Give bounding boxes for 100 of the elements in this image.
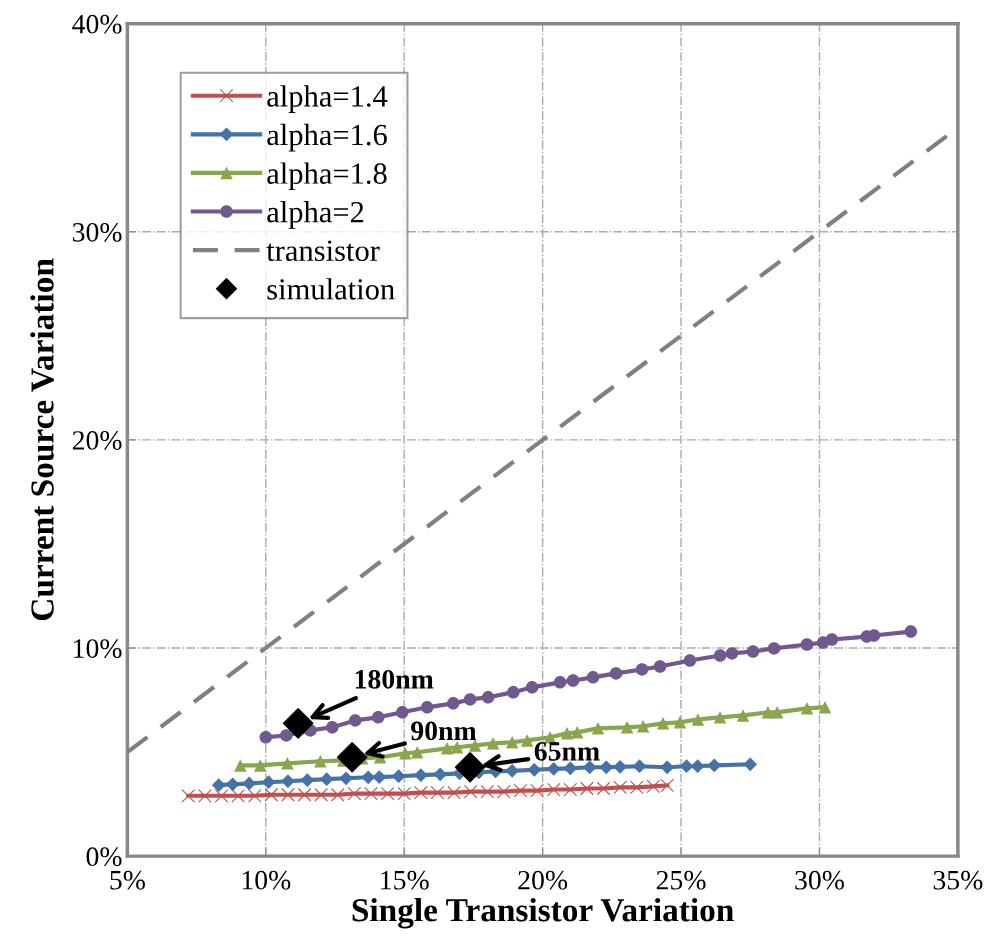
point — [620, 721, 634, 734]
point — [247, 788, 262, 803]
point — [743, 757, 758, 772]
point — [613, 780, 627, 795]
point — [582, 760, 597, 775]
point — [282, 708, 314, 739]
point — [336, 742, 368, 773]
point — [330, 787, 345, 802]
point — [396, 706, 409, 719]
point — [468, 739, 482, 752]
point — [481, 691, 495, 704]
point — [361, 770, 376, 785]
point — [725, 647, 739, 660]
point — [281, 774, 295, 789]
point — [527, 762, 542, 777]
point — [683, 654, 697, 667]
point — [433, 767, 448, 782]
point — [690, 759, 705, 774]
point — [450, 741, 464, 754]
point — [463, 693, 477, 706]
point — [242, 776, 257, 791]
point — [563, 782, 578, 797]
point — [181, 788, 196, 803]
point — [261, 775, 276, 790]
point — [553, 676, 567, 689]
point — [596, 781, 611, 796]
y-tick-label: 0% — [86, 847, 122, 867]
point — [497, 784, 511, 799]
point — [520, 734, 534, 747]
point — [486, 737, 500, 750]
y-tick-label: 20% — [72, 431, 122, 450]
legend-label: transistor — [266, 240, 380, 262]
point — [530, 783, 544, 798]
legend-label: alpha=1.6 — [267, 123, 387, 152]
point — [505, 736, 519, 749]
point — [446, 697, 460, 710]
point — [234, 759, 247, 772]
point — [420, 701, 434, 714]
point — [314, 754, 327, 768]
point — [339, 771, 353, 786]
point — [613, 759, 628, 774]
point — [609, 667, 623, 680]
point — [818, 701, 832, 714]
point — [653, 660, 667, 673]
point — [391, 769, 406, 784]
point — [635, 663, 649, 676]
annotation: 180nm — [355, 669, 434, 689]
point — [707, 758, 722, 773]
point — [413, 768, 428, 783]
point — [660, 760, 675, 775]
point — [563, 761, 578, 776]
point — [761, 706, 775, 719]
point — [591, 722, 605, 735]
point — [636, 720, 650, 733]
legend-label: alpha=1.8 — [267, 162, 387, 191]
legend-label: alpha=2 — [267, 200, 364, 229]
point — [430, 785, 445, 800]
annotation: 65nm — [534, 742, 600, 761]
annotation: 90nm — [411, 721, 477, 741]
legend-label: alpha=1.4 — [267, 85, 388, 113]
point — [397, 786, 412, 801]
point — [454, 752, 486, 783]
point — [300, 773, 315, 788]
point — [546, 782, 561, 797]
point — [231, 788, 245, 803]
point — [259, 731, 273, 744]
point — [679, 759, 694, 774]
point — [264, 787, 279, 802]
point — [198, 788, 212, 803]
y-tick-label: 10% — [74, 639, 122, 659]
point — [691, 713, 705, 726]
x-tick-label: 20% — [518, 870, 568, 890]
point — [281, 757, 294, 770]
y-tick-label: 30% — [72, 222, 122, 242]
point — [447, 785, 461, 800]
x-tick-label: 30% — [795, 870, 844, 890]
point — [770, 706, 784, 719]
x-tick-label: 10% — [242, 870, 291, 890]
point — [254, 759, 267, 772]
point — [281, 787, 295, 802]
y-axis-title: Current Source Variation — [30, 258, 54, 621]
point — [560, 727, 574, 740]
point — [325, 721, 339, 734]
point — [632, 759, 647, 774]
point — [629, 780, 644, 795]
point — [380, 786, 395, 801]
point — [673, 716, 687, 729]
point — [656, 717, 670, 730]
point — [800, 638, 814, 651]
point — [440, 742, 454, 755]
legend-label: simulation — [267, 278, 395, 300]
point — [767, 642, 781, 655]
point — [505, 763, 520, 778]
point — [713, 649, 727, 662]
point — [364, 786, 378, 801]
point — [904, 625, 918, 638]
x-axis-title: Single Transistor Variation — [352, 897, 734, 929]
point — [399, 747, 412, 760]
point — [525, 681, 539, 694]
x-tick-label: 35% — [933, 870, 983, 890]
